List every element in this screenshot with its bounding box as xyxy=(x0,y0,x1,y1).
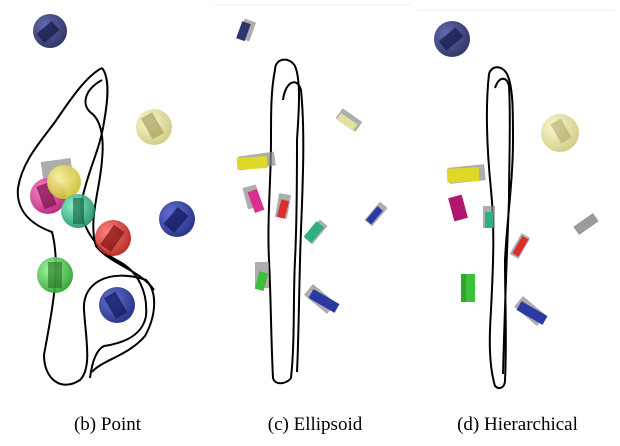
caption-ellipsoid: (c) Ellipsoid xyxy=(267,414,363,435)
box-teal-hier xyxy=(483,206,495,228)
sphere-green xyxy=(37,257,73,293)
sphere-pale-yellow-hier xyxy=(541,114,579,152)
box-green xyxy=(254,262,269,291)
box-yellow-hier xyxy=(446,164,486,184)
sphere-blue-right xyxy=(159,201,195,237)
caption-hierarchical: (d) Hierarchical xyxy=(457,414,578,435)
sphere-navy xyxy=(33,14,67,48)
box-teal xyxy=(303,219,328,245)
box-magenta xyxy=(242,184,265,214)
trajectory-ellipsoid xyxy=(267,58,305,385)
panel-hierarchical: (d) Hierarchical xyxy=(415,0,620,446)
box-blue-bottom xyxy=(304,283,340,315)
sphere-yellow xyxy=(47,165,81,199)
box-red xyxy=(275,193,291,219)
box-pale-yellow xyxy=(335,108,363,132)
box-yellow xyxy=(236,151,276,171)
sphere-pale-yellow xyxy=(136,109,172,145)
box-gray-hier xyxy=(573,213,599,235)
box-navy xyxy=(236,18,257,42)
panel-ellipsoid: (c) Ellipsoid xyxy=(215,0,415,446)
panel-point: (b) Point xyxy=(0,0,215,446)
ellipsoid-scene xyxy=(215,4,411,385)
sphere-red xyxy=(95,220,131,256)
sphere-blue-bottom xyxy=(99,287,135,323)
sphere-navy-hier xyxy=(434,21,470,57)
trajectory-outer xyxy=(16,67,156,386)
box-magenta-hier xyxy=(448,194,468,222)
box-green-hier xyxy=(461,274,475,302)
box-red-hier xyxy=(509,233,531,259)
caption-point: (b) Point xyxy=(73,414,142,435)
hierarchical-scene xyxy=(417,9,615,389)
box-blue-hier xyxy=(514,295,548,327)
trajectory-inner xyxy=(80,67,155,379)
sphere-teal xyxy=(61,194,95,228)
box-blue-right xyxy=(364,201,388,227)
point-scene xyxy=(16,14,195,386)
